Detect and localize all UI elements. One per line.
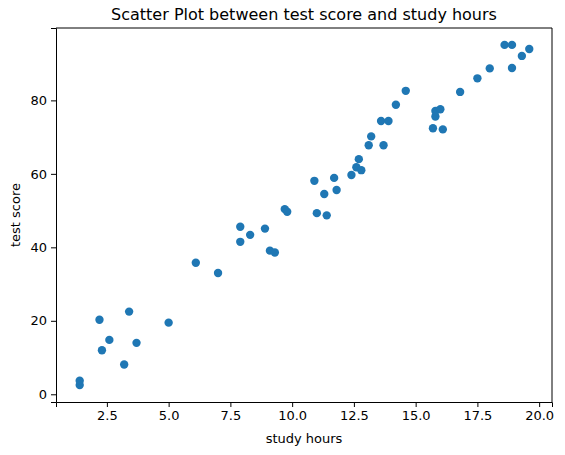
- point: [192, 259, 200, 267]
- point: [439, 125, 447, 133]
- point: [164, 318, 172, 326]
- point: [330, 174, 338, 182]
- point: [76, 377, 84, 385]
- point: [214, 269, 222, 277]
- point: [120, 360, 128, 368]
- point: [105, 336, 113, 344]
- point: [355, 155, 363, 163]
- y-tick-label: 40: [30, 240, 47, 255]
- y-tick-mark: [51, 321, 56, 322]
- point: [518, 52, 526, 60]
- x-tick: 17.5: [463, 402, 492, 423]
- x-axis-line: [57, 403, 553, 408]
- x-tick: 7.5: [221, 402, 242, 423]
- y-axis: 0 20 40 60 80: [30, 29, 56, 403]
- x-tick-mark: [416, 402, 417, 407]
- point: [246, 231, 254, 239]
- point: [384, 117, 392, 125]
- x-tick-label: 10.0: [278, 408, 307, 423]
- x-tick: 12.5: [340, 402, 369, 423]
- x-tick: 5.0: [159, 402, 180, 423]
- x-tick-label: 12.5: [340, 408, 369, 423]
- x-tick-mark: [539, 402, 540, 407]
- x-tick-mark: [169, 402, 170, 407]
- chart-title: Scatter Plot between test score and stud…: [111, 5, 497, 24]
- chart: 2.5 5.0 7.5 10.0 12.5 15.0 17.5 20.0 0 20 40 60 80 Sc…: [0, 0, 565, 455]
- point: [367, 132, 375, 140]
- y-tick: 20: [30, 313, 56, 328]
- point: [320, 190, 328, 198]
- y-tick: 60: [30, 167, 56, 182]
- frame-right: [552, 28, 553, 402]
- point: [125, 307, 133, 315]
- y-tick-mark: [51, 100, 56, 101]
- point: [365, 141, 373, 149]
- x-tick: 10.0: [278, 402, 307, 423]
- point: [486, 64, 494, 72]
- point: [500, 41, 508, 49]
- point: [261, 224, 269, 232]
- x-tick-mark: [107, 402, 108, 407]
- point: [283, 208, 291, 216]
- point: [436, 105, 444, 113]
- x-tick-mark: [354, 402, 355, 407]
- x-axis-title: study hours: [266, 431, 343, 446]
- point: [332, 186, 340, 194]
- y-tick: 40: [30, 240, 56, 255]
- y-tick: 80: [30, 93, 56, 108]
- x-tick-mark: [292, 402, 293, 407]
- point: [357, 166, 365, 174]
- x-tick-label: 2.5: [97, 408, 118, 423]
- y-axis-title: test score: [8, 183, 23, 247]
- y-tick-mark: [51, 174, 56, 175]
- y-tick-label: 0: [39, 387, 47, 402]
- y-tick-mark: [51, 394, 56, 395]
- point: [402, 87, 410, 95]
- point: [429, 124, 437, 132]
- plot-area: 2.5 5.0 7.5 10.0 12.5 15.0 17.5 20.0 0 20 40 60 80: [30, 28, 554, 423]
- point: [98, 346, 106, 354]
- point: [377, 117, 385, 125]
- x-tick-label: 7.5: [221, 408, 242, 423]
- y-tick-mark: [51, 247, 56, 248]
- y-tick-label: 60: [30, 167, 47, 182]
- x-tick-mark: [477, 402, 478, 407]
- point: [271, 248, 279, 256]
- y-tick-label: 20: [30, 313, 47, 328]
- point: [236, 238, 244, 246]
- point: [347, 171, 355, 179]
- x-tick: 20.0: [525, 402, 554, 423]
- point: [525, 45, 533, 53]
- x-axis: 2.5 5.0 7.5 10.0 12.5 15.0 17.5 20.0: [57, 402, 555, 423]
- point: [473, 74, 481, 82]
- point: [323, 211, 331, 219]
- x-tick-label: 20.0: [525, 408, 554, 423]
- points: [76, 41, 534, 390]
- x-tick-label: 17.5: [463, 408, 492, 423]
- point: [456, 88, 464, 96]
- x-tick-mark: [230, 402, 231, 407]
- point: [392, 101, 400, 109]
- point: [379, 141, 387, 149]
- x-tick: 15.0: [402, 402, 431, 423]
- y-tick-label: 80: [30, 93, 47, 108]
- x-tick: 2.5: [97, 402, 118, 423]
- point: [95, 316, 103, 324]
- point: [132, 339, 140, 347]
- point: [508, 41, 516, 49]
- y-axis-line: [51, 29, 57, 403]
- point: [236, 223, 244, 231]
- point: [310, 177, 318, 185]
- point: [508, 64, 516, 72]
- point: [313, 209, 321, 217]
- y-tick: 0: [39, 387, 56, 402]
- x-tick-label: 5.0: [159, 408, 180, 423]
- frame-top: [56, 28, 552, 29]
- x-tick-label: 15.0: [402, 408, 431, 423]
